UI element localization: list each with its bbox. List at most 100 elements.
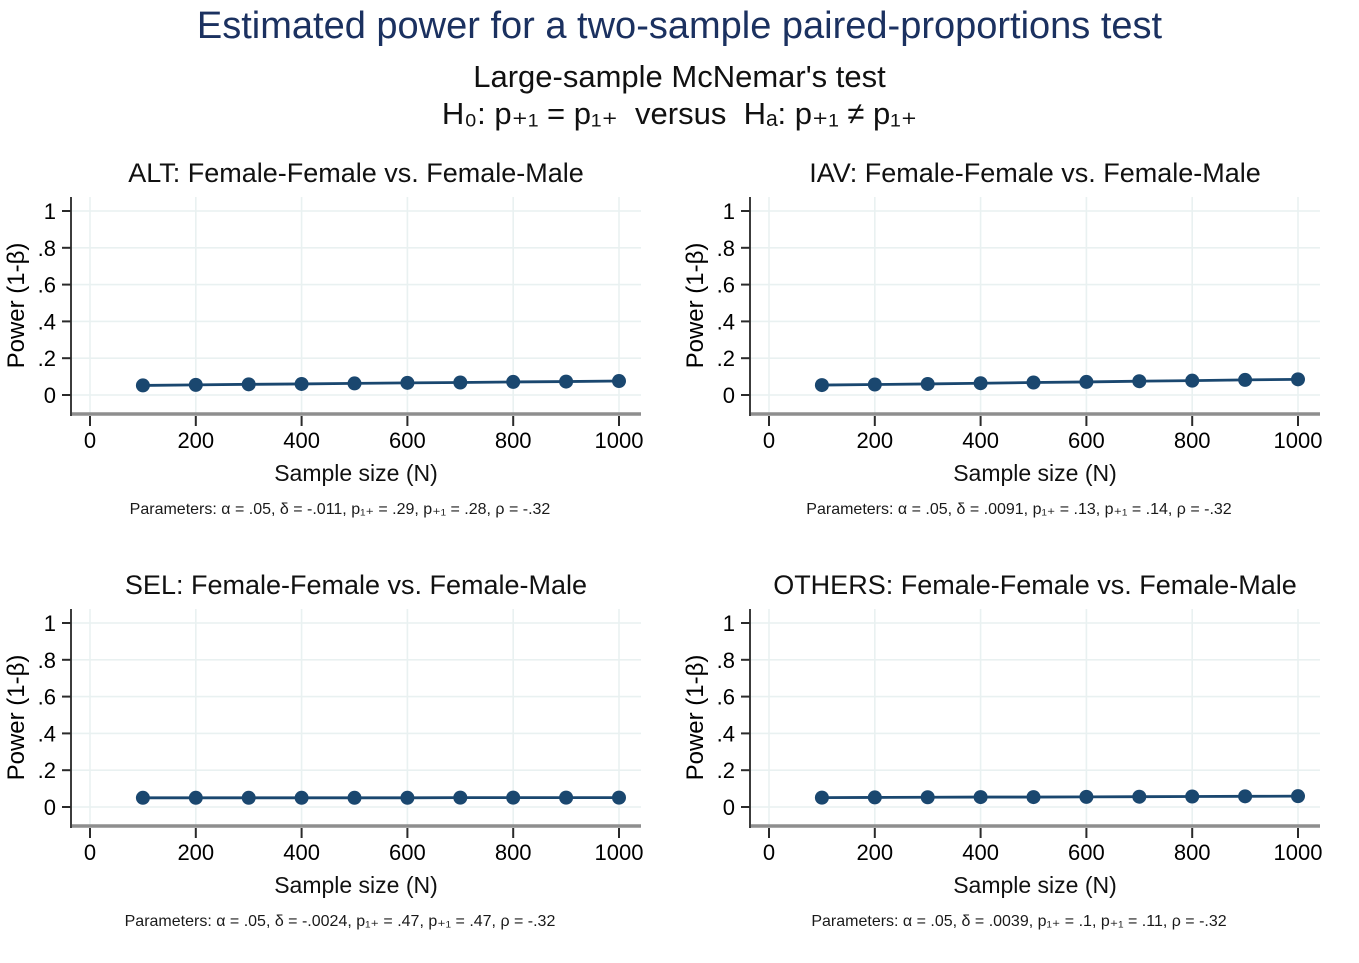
x-axis-label: Sample size (N)	[953, 872, 1117, 899]
y-tick-label: .2	[38, 346, 56, 371]
plot-canvas-others: 0 .2 .4 .6 .8 1 0 200 400 600 800 1000 Power (1-β)	[682, 609, 1323, 865]
data-point	[135, 791, 150, 806]
subplot-others: OTHERS: Female-Female vs. Female-Male 0.…	[679, 559, 1359, 949]
x-tick-label: 600	[1068, 840, 1105, 865]
data-point	[920, 377, 935, 392]
data-point	[347, 376, 362, 391]
x-tick-label: 1000	[595, 840, 644, 865]
x-tick-label: 200	[856, 840, 893, 865]
data-point	[188, 791, 203, 806]
plot-background	[750, 609, 1320, 827]
data-point	[1238, 789, 1253, 804]
x-tick-label: 600	[389, 840, 426, 865]
data-point	[241, 377, 256, 392]
data-point	[1291, 789, 1305, 804]
x-axis-label: Sample size (N)	[953, 460, 1117, 487]
y-tick-label: .2	[717, 346, 735, 371]
data-point	[453, 375, 468, 390]
data-point	[559, 790, 574, 805]
y-tick-label: 1	[44, 199, 56, 224]
plot-canvas-sel: 0 .2 .4 .6 .8 1 0 200 400 600 800 1000 Power (1-β)	[3, 609, 644, 865]
x-tick-label: 0	[84, 840, 96, 865]
y-axis-label: Power (1-β)	[682, 655, 709, 781]
y-tick-label: .4	[717, 310, 735, 335]
y-tick-label: 1	[723, 611, 735, 636]
data-point	[814, 378, 829, 393]
data-point	[1026, 790, 1041, 805]
x-tick-label: 800	[1174, 840, 1211, 865]
x-tick-label: 0	[84, 428, 96, 453]
data-point	[814, 790, 829, 805]
data-point	[559, 374, 574, 389]
data-point	[920, 790, 935, 805]
data-point	[973, 790, 988, 805]
x-axis-label: Sample size (N)	[274, 872, 438, 899]
y-tick-label: .8	[38, 236, 56, 261]
x-axis-label: Sample size (N)	[274, 460, 438, 487]
y-tick-label: 0	[44, 383, 56, 408]
x-tick-label: 200	[177, 428, 214, 453]
parameters-note-alt: Parameters: α = .05, δ = -.011, p₁₊ = .2…	[129, 500, 551, 518]
data-point	[1238, 373, 1253, 388]
x-tick-label: 800	[495, 840, 532, 865]
subplot-sel: SEL: Female-Female vs. Female-Male 0 .2 .4…	[0, 559, 679, 949]
data-point	[1132, 789, 1147, 804]
x-tick-label: 1000	[1274, 428, 1323, 453]
y-tick-label: .6	[38, 685, 56, 710]
y-tick-label: .4	[38, 310, 56, 335]
data-point	[453, 790, 468, 805]
parameters-note-sel: Parameters: α = .05, δ = -.0024, p₁₊ = .…	[124, 912, 556, 930]
subplot-title-iav: IAV: Female-Female vs. Female-Male	[809, 158, 1261, 189]
data-point	[973, 376, 988, 391]
hypothesis-line: H₀: p₊₁ = p₁₊ versus Hₐ: p₊₁ ≠ p₁₊	[441, 95, 918, 131]
x-tick-label: 400	[962, 428, 999, 453]
subplot-iav: IAV: Female-Female vs. Female-Male 0 .2 .4…	[679, 147, 1359, 537]
data-point	[241, 791, 256, 806]
y-tick-label: 1	[44, 611, 56, 636]
data-point	[1185, 789, 1200, 804]
data-point	[400, 376, 415, 391]
series-line	[821, 378, 1299, 387]
x-tick-label: 200	[856, 428, 893, 453]
x-tick-label: 0	[763, 428, 775, 453]
y-tick-label: .2	[38, 758, 56, 783]
series-line	[142, 379, 620, 388]
y-tick-label: .8	[717, 648, 735, 673]
y-tick-label: .2	[717, 758, 735, 783]
plot-background	[71, 609, 641, 827]
y-tick-label: 0	[723, 383, 735, 408]
data-point	[1185, 373, 1200, 388]
y-tick-label: .6	[717, 273, 735, 298]
x-tick-label: 800	[495, 428, 532, 453]
x-tick-label: 1000	[1274, 840, 1323, 865]
y-axis-label: Power (1-β)	[3, 243, 30, 369]
data-point	[867, 377, 882, 392]
data-point	[188, 378, 203, 393]
plot-canvas-alt: 0 .2 .4 .6 .8 1 0 200 400 600 800 1000 Power (1-β)	[3, 197, 644, 453]
data-point	[1079, 375, 1094, 390]
data-point	[506, 375, 521, 390]
x-tick-label: 200	[177, 840, 214, 865]
x-tick-label: 400	[962, 840, 999, 865]
figure-title: Estimated power for a two-sample paired-…	[196, 5, 1163, 47]
data-point	[347, 791, 362, 806]
data-point	[612, 374, 626, 389]
y-tick-label: 0	[723, 795, 735, 820]
data-point	[506, 790, 521, 805]
data-point	[867, 790, 882, 805]
y-tick-label: .8	[38, 648, 56, 673]
subplot-alt: ALT: Female-Female vs. Female-Male 0 .2 .4…	[0, 147, 679, 537]
x-tick-label: 1000	[595, 428, 644, 453]
data-point	[1026, 375, 1041, 390]
x-tick-label: 600	[1068, 428, 1105, 453]
y-tick-label: 1	[723, 199, 735, 224]
subplot-title-alt: ALT: Female-Female vs. Female-Male	[128, 158, 584, 189]
data-point	[1132, 374, 1147, 389]
x-tick-label: 400	[283, 840, 320, 865]
parameters-note-others: Parameters: α = .05, δ = .0039, p₁₊ = .1…	[811, 912, 1227, 930]
parameters-note-iav: Parameters: α = .05, δ = .0091, p₁₊ = .1…	[806, 500, 1232, 518]
x-tick-label: 600	[389, 428, 426, 453]
y-tick-label: .4	[38, 722, 56, 747]
y-axis-label: Power (1-β)	[682, 243, 709, 369]
subplot-grid: ALT: Female-Female vs. Female-Male 0 .2 .4…	[0, 147, 1359, 949]
